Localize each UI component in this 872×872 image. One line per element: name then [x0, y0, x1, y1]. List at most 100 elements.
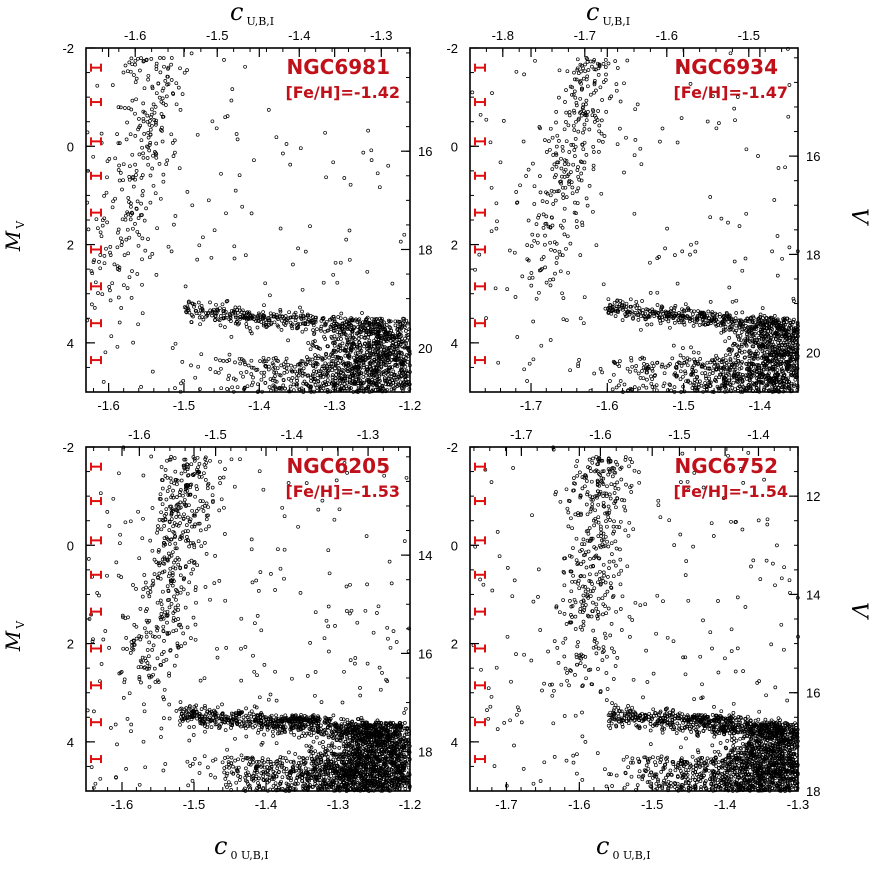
star-point [116, 168, 121, 172]
y-tick-label: 2 [451, 238, 458, 253]
star-point [278, 308, 283, 312]
star-point [93, 280, 98, 285]
star-point [304, 315, 309, 320]
star-point [174, 597, 178, 602]
star-point [633, 368, 638, 373]
star-point [218, 306, 222, 311]
star-point [372, 359, 377, 364]
star-point [120, 240, 124, 244]
star-point [235, 385, 240, 390]
star-point [298, 146, 303, 151]
star-point [577, 358, 581, 362]
star-point [678, 369, 683, 374]
star-point [160, 115, 165, 119]
star-point [376, 358, 380, 362]
star-point [345, 369, 350, 373]
star-point [230, 385, 234, 390]
star-point [534, 296, 539, 301]
star-point [369, 148, 374, 153]
star-point [141, 189, 145, 193]
star-point [147, 255, 152, 260]
star-point [189, 462, 194, 467]
star-point [665, 226, 669, 231]
star-point [366, 335, 371, 340]
star-point [244, 322, 249, 326]
star-point [151, 102, 156, 107]
star-point [321, 280, 326, 285]
star-point [105, 175, 109, 180]
star-point [316, 354, 321, 359]
star-point [553, 271, 557, 276]
star-point [689, 345, 693, 350]
star-point [338, 349, 342, 353]
star-point [281, 383, 286, 388]
star-point [547, 139, 551, 143]
star-point [144, 634, 149, 639]
star-point [527, 361, 532, 366]
star-point [148, 119, 152, 123]
star-point [591, 167, 596, 172]
star-point [329, 359, 334, 364]
star-point [312, 332, 316, 336]
star-point [544, 280, 549, 285]
star-point [534, 222, 539, 226]
star-point [362, 322, 366, 327]
star-point [328, 324, 333, 329]
star-point [531, 357, 536, 362]
star-point [173, 150, 177, 155]
star-point [587, 127, 592, 132]
star-point [731, 380, 736, 385]
star-point [553, 198, 558, 203]
left-axis-title-bottom: MV [1, 620, 27, 652]
star-point [305, 312, 310, 317]
star-point [574, 119, 578, 124]
star-point [174, 628, 179, 633]
star-point [125, 286, 130, 290]
star-point [160, 606, 165, 611]
star-point [137, 117, 141, 121]
star-point [159, 510, 163, 515]
star-point [675, 281, 680, 286]
star-point [133, 111, 137, 116]
star-point [170, 571, 175, 575]
star-point [142, 132, 147, 136]
star-point [501, 119, 506, 123]
star-point [300, 329, 305, 334]
star-point [772, 198, 777, 202]
star-point [693, 249, 698, 254]
star-point [352, 342, 356, 346]
star-point [618, 126, 622, 131]
star-point [331, 314, 336, 319]
star-point [134, 173, 138, 177]
star-point [700, 371, 705, 376]
star-point [614, 88, 619, 93]
star-point [560, 145, 565, 149]
star-point [102, 194, 106, 198]
star-point [271, 314, 276, 319]
star-point [548, 147, 552, 152]
star-point [152, 572, 157, 576]
star-point [397, 370, 402, 375]
star-point [266, 357, 271, 361]
star-point [594, 243, 599, 248]
star-point [222, 58, 226, 62]
star-point [274, 315, 279, 320]
star-point [221, 316, 226, 321]
star-point [148, 630, 153, 635]
star-point [128, 164, 132, 169]
star-point [655, 290, 660, 295]
star-point [119, 306, 124, 310]
star-point [571, 162, 576, 167]
star-point [342, 332, 347, 336]
star-point [149, 57, 154, 61]
star-point [203, 729, 207, 734]
star-point [137, 675, 142, 679]
star-point [169, 249, 174, 254]
star-point [107, 157, 112, 161]
star-point [310, 363, 315, 368]
star-point [196, 539, 201, 544]
star-point [182, 305, 187, 309]
star-point [288, 320, 293, 325]
star-point [173, 386, 177, 390]
star-point [571, 123, 576, 128]
